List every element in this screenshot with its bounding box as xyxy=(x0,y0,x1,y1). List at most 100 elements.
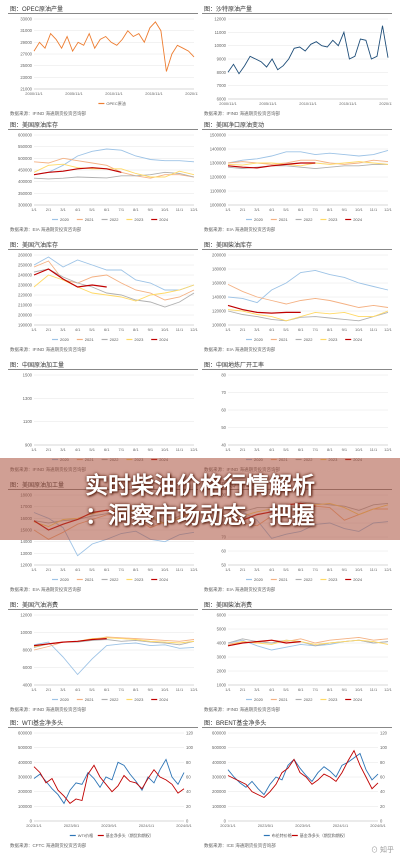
x-tick-label: 11/1 xyxy=(370,327,378,332)
y-tick-label: 220000 xyxy=(18,293,33,298)
x-tick-label: 7/1 xyxy=(118,447,124,452)
legend-label: 2022 xyxy=(110,577,120,582)
y-tick-label: 550000 xyxy=(18,144,33,149)
chart-plot: 12000 11000 10000 9000 8000 7000 60002000/11/1… xyxy=(214,17,392,107)
x-tick-label: 9/1 xyxy=(148,687,154,692)
series-line-沙特原油 xyxy=(33,21,195,72)
x-tick-label: 2020/11/1 xyxy=(185,91,198,96)
series-line-2024 xyxy=(227,304,301,314)
chart-title: 图：沙特原油产量 xyxy=(204,7,253,13)
chart-source: 数据来源：EIA 海通期货投资咨询部 xyxy=(10,227,82,232)
x-tick-label: 10/1 xyxy=(355,207,364,212)
x-tick-label: 8/1 xyxy=(133,327,139,332)
y-tick-label: 400000 xyxy=(212,760,227,765)
y-tick-label: 600000 xyxy=(18,133,33,138)
y-tick-label: 0 xyxy=(30,819,33,824)
x-tick-label: 4/1 xyxy=(75,447,81,452)
x-tick-label: 12/1 xyxy=(190,687,198,692)
y2-tick-label: 0 xyxy=(186,819,189,824)
series-line-2023 xyxy=(227,161,389,167)
overlay-title-line1: 实时柴油价格行情解析 xyxy=(85,472,315,498)
x-tick-label: 7/1 xyxy=(312,447,318,452)
x-tick-label: 2023/1/1 xyxy=(220,823,236,828)
x-tick-label: 5/1 xyxy=(89,567,95,572)
legend-label: 2024 xyxy=(159,577,169,582)
y-tick-label: 40 xyxy=(221,443,226,448)
title-rule xyxy=(202,609,392,610)
x-tick-label: 8/1 xyxy=(133,687,139,692)
y-tick-label: 9000 xyxy=(217,57,227,62)
y-tick-label: 180000 xyxy=(212,267,227,272)
x-tick-label: 3/1 xyxy=(254,447,260,452)
x-tick-label: 2/1 xyxy=(46,327,52,332)
y2-tick-label: 60 xyxy=(186,775,191,780)
chart-source: 数据来源：IFIND 海通期货投资咨询部 xyxy=(204,707,280,712)
x-tick-label: 2/1 xyxy=(46,207,52,212)
chart-title: 图：美国原油库存 xyxy=(10,123,59,129)
title-rule xyxy=(202,727,392,728)
x-tick-label: 11/1 xyxy=(370,567,378,572)
y2-tick-label: 20 xyxy=(380,804,385,809)
x-tick-label: 12/1 xyxy=(384,207,392,212)
x-tick-label: 2000/11/1 xyxy=(25,91,43,96)
x-tick-label: 9/1 xyxy=(148,447,154,452)
series-line-布伦特价格 xyxy=(227,752,379,796)
x-tick-label: 2023/9/1 xyxy=(101,823,117,828)
x-tick-label: 1/1 xyxy=(31,567,37,572)
x-tick-label: 2020/11/1 xyxy=(379,101,392,106)
y-tick-label: 1000 xyxy=(217,683,227,688)
y-tick-label: 12000 xyxy=(20,563,32,568)
legend-label: 2023 xyxy=(328,577,338,582)
y-tick-label: 350000 xyxy=(18,191,33,196)
x-tick-label: 1/1 xyxy=(31,327,37,332)
chart-source: 数据来源：ICE 海通期货投资咨询部 xyxy=(204,843,276,848)
chart-plot: 80 70 60 50 401/1 2/1 3/1 4/1 5/1 6/1 7/1 8/1 9/1 10/… xyxy=(221,373,392,463)
chart-panel-us-diesel-stock: 图：美国柴油库存 200000 180000 160000 140000 120000 10… xyxy=(202,240,392,356)
y-tick-label: 13000 xyxy=(20,551,32,556)
legend-label: 基金净多头（期货和期权） xyxy=(300,832,348,838)
chart-title: 图：中国地炼厂开工率 xyxy=(204,363,265,369)
legend-label: 2020 xyxy=(60,337,70,342)
y-tick-label: 160000 xyxy=(212,281,227,286)
y-tick-label: 70 xyxy=(221,390,226,395)
chart-source: 数据来源：EIA 海通期货投资咨询部 xyxy=(204,587,276,592)
legend-label: 2022 xyxy=(304,337,314,342)
x-tick-label: 9/1 xyxy=(342,687,348,692)
legend-label: 2020 xyxy=(60,217,70,222)
legend-label: 2023 xyxy=(134,577,144,582)
y-tick-label: 500000 xyxy=(18,745,33,750)
x-tick-label: 2/1 xyxy=(240,687,246,692)
y-tick-label: 210000 xyxy=(18,303,33,308)
y-tick-label: 8000 xyxy=(217,70,227,75)
chart-title: 图：中国原油加工量 xyxy=(10,363,65,369)
series-line-2021 xyxy=(227,283,389,308)
y-tick-label: 230000 xyxy=(18,283,33,288)
chart-source: 数据来源：IFIND 海通期货投资咨询部 xyxy=(10,707,86,712)
x-tick-label: 5/1 xyxy=(89,447,95,452)
x-tick-label: 2024/5/1 xyxy=(176,823,192,828)
legend-label: 2021 xyxy=(279,337,289,342)
x-tick-label: 3/1 xyxy=(254,567,260,572)
legend-label: 2020 xyxy=(60,697,70,702)
series-line-2022 xyxy=(227,310,389,322)
x-tick-label: 4/1 xyxy=(75,207,81,212)
chart-title: 图：OPEC原油产量 xyxy=(10,7,64,13)
y-tick-label: 31000 xyxy=(20,28,32,33)
y-tick-label: 29000 xyxy=(20,40,32,45)
x-tick-label: 8/1 xyxy=(327,447,333,452)
series-line-2022 xyxy=(33,171,195,180)
title-rule xyxy=(202,249,392,250)
x-tick-label: 12/1 xyxy=(384,687,392,692)
series-line-2021 xyxy=(227,159,389,165)
y-tick-label: 200000 xyxy=(18,789,33,794)
chart-title: 图：美国汽油库存 xyxy=(10,243,59,249)
x-tick-label: 5/1 xyxy=(89,687,95,692)
legend-label: 2023 xyxy=(134,337,144,342)
title-overlay-band xyxy=(0,458,400,540)
chart-plot: 1500000 1400000 1300000 1200000 1100000 10000… xyxy=(210,133,392,223)
x-tick-label: 9/1 xyxy=(148,327,154,332)
x-tick-label: 10/1 xyxy=(161,567,170,572)
x-tick-label: 11/1 xyxy=(176,687,184,692)
